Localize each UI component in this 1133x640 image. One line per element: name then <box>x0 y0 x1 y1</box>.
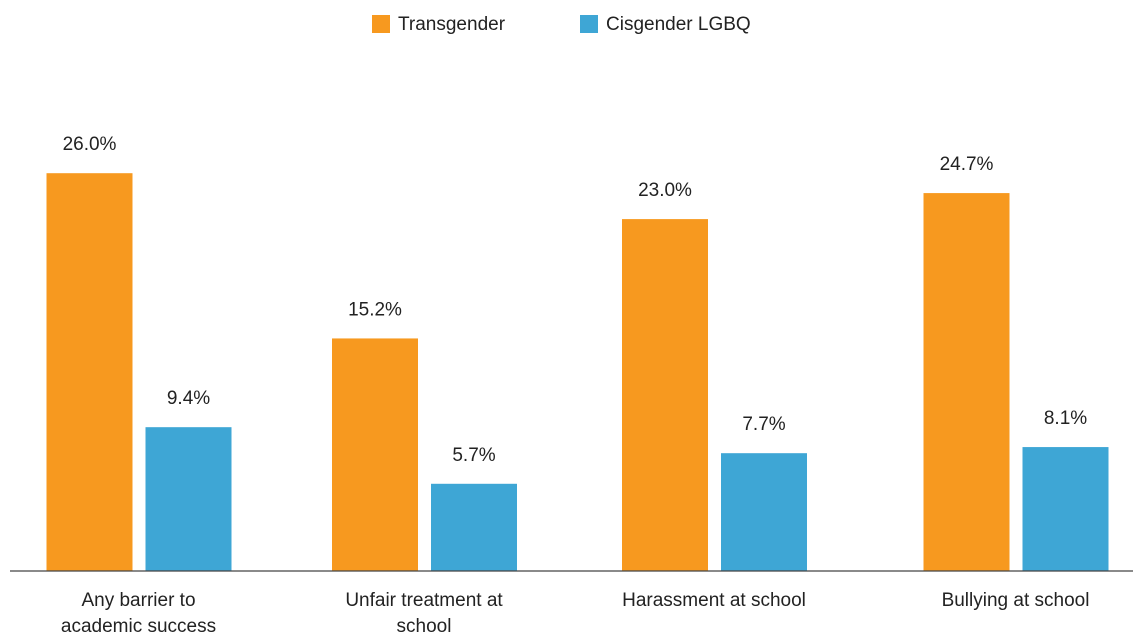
data-label: 5.7% <box>452 445 495 466</box>
x-tick-label: Any barrier to academic success <box>54 588 224 640</box>
data-label: 15.2% <box>348 299 402 320</box>
legend-swatch <box>372 15 390 33</box>
x-tick-label: Unfair treatment at school <box>334 588 514 640</box>
x-tick-label: Harassment at school <box>594 588 834 614</box>
bar <box>146 427 232 571</box>
bar <box>431 484 517 571</box>
bar <box>924 193 1010 571</box>
data-label: 24.7% <box>940 154 994 175</box>
bar <box>622 219 708 571</box>
bar <box>332 338 418 571</box>
legend-label: Transgender <box>398 14 506 35</box>
bar <box>1023 447 1109 571</box>
data-label: 23.0% <box>638 180 692 201</box>
data-label: 9.4% <box>167 388 210 409</box>
data-label: 26.0% <box>63 134 117 155</box>
bar <box>721 453 807 571</box>
bar <box>47 173 133 571</box>
data-label: 8.1% <box>1044 408 1087 429</box>
data-label: 7.7% <box>742 414 785 435</box>
legend-swatch <box>580 15 598 33</box>
legend-label: Cisgender LGBQ <box>606 14 751 35</box>
x-tick-label: Bullying at school <box>896 588 1133 614</box>
